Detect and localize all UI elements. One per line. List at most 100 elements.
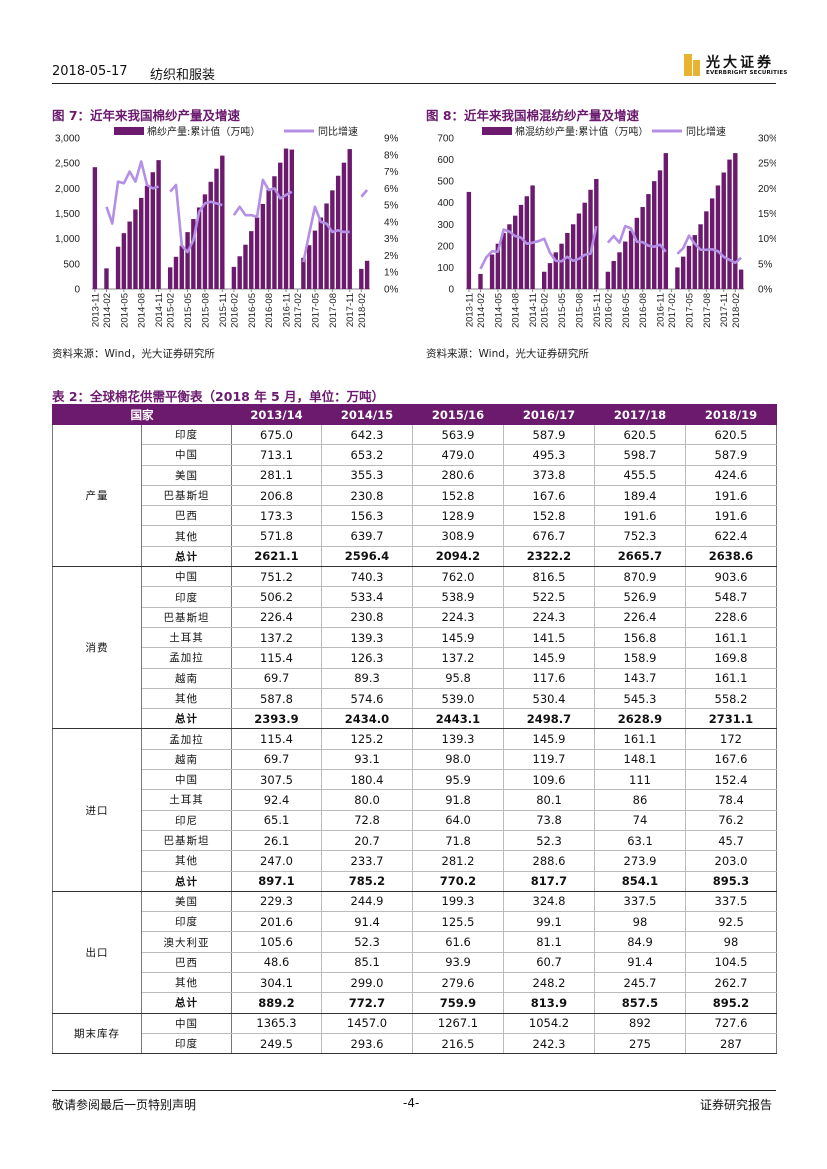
value-cell: 141.5: [503, 627, 595, 649]
y-left-tick-label: 1,000: [55, 234, 80, 245]
table-row: 中国 713.1 653.2 479.0 495.3 598.7 587.9: [53, 444, 777, 466]
value-cell: 95.9: [412, 769, 504, 791]
value-cell: 273.9: [594, 850, 686, 872]
page-number: -4-: [403, 1096, 420, 1110]
value-cell: 145.9: [503, 728, 595, 750]
y-left-tick-label: 400: [437, 198, 454, 209]
country-cell: 其他: [141, 972, 232, 994]
country-cell: 土耳其: [141, 627, 232, 649]
y-right-tick-label: 20%: [758, 184, 776, 195]
industry-name: 纺织和服装: [150, 68, 216, 83]
value-cell: 897.1: [231, 871, 322, 892]
value-cell: 675.0: [231, 424, 322, 446]
table-row: 总计 889.2 772.7 759.9 813.9 857.5 895.2: [53, 992, 777, 1014]
value-cell: 244.9: [321, 891, 413, 913]
bar: [733, 153, 738, 289]
country-cell: 总计: [141, 708, 232, 730]
category-cell: 进口: [52, 728, 142, 892]
bar: [330, 190, 335, 289]
country-cell: 越南: [141, 749, 232, 771]
value-cell: 642.3: [321, 424, 413, 446]
x-tick-label: 2015-11: [592, 293, 603, 327]
value-cell: 772.7: [321, 992, 413, 1014]
value-cell: 299.0: [321, 972, 413, 994]
value-cell: 92.5: [685, 911, 777, 933]
x-tick-label: 2017-08: [702, 293, 713, 328]
bar: [617, 252, 622, 289]
x-tick-label: 2018-02: [731, 293, 742, 328]
value-cell: 242.3: [503, 1033, 595, 1055]
value-cell: 1365.3: [231, 1013, 322, 1034]
value-cell: 78.4: [685, 789, 777, 811]
category-cell: 期末库存: [52, 1013, 142, 1055]
figure-8-source: 资料来源：Wind，光大证券研究所: [426, 348, 589, 360]
bar: [278, 162, 283, 289]
table-row: 印度 506.2 533.4 538.9 522.5 526.9 548.7: [53, 586, 777, 608]
value-cell: 180.4: [321, 769, 413, 791]
value-cell: 817.7: [503, 871, 595, 892]
y-right-tick-label: 6%: [384, 184, 399, 195]
value-cell: 72.8: [321, 810, 413, 831]
value-cell: 60.7: [503, 952, 595, 974]
table-row: 总计 2621.1 2596.4 2094.2 2322.2 2665.7 2638.6: [53, 546, 777, 568]
value-cell: 167.6: [685, 749, 777, 771]
value-cell: 813.9: [503, 992, 595, 1014]
x-tick-label: 2014-02: [102, 293, 113, 328]
bar: [553, 252, 558, 289]
bar: [127, 221, 132, 289]
value-cell: 152.8: [503, 505, 595, 527]
value-cell: 139.3: [412, 728, 504, 750]
value-cell: 479.0: [412, 444, 504, 466]
bar: [501, 232, 506, 289]
value-cell: 598.7: [594, 444, 686, 466]
x-tick-label: 2014-11: [528, 293, 539, 327]
y-right-tick-label: 0%: [758, 285, 773, 296]
table-row: 印尼 65.1 72.8 64.0 73.8 74 76.2: [53, 810, 777, 831]
table-row: 总计 2393.9 2434.0 2443.1 2498.7 2628.9 2731.1: [53, 708, 777, 730]
value-cell: 93.9: [412, 952, 504, 974]
bar: [115, 246, 121, 289]
bar: [364, 260, 370, 289]
x-tick-label: 2015-05: [557, 293, 568, 328]
x-tick-label: 2017-11: [719, 293, 730, 327]
value-cell: 533.4: [321, 586, 413, 608]
value-cell: 104.5: [685, 952, 777, 974]
table-row: 其他 587.8 574.6 539.0 530.4 545.3 558.2: [53, 688, 777, 710]
table-row: 土耳其 137.2 139.3 145.9 141.5 156.8 161.1: [53, 627, 777, 649]
value-cell: 2322.2: [503, 546, 595, 568]
value-cell: 158.9: [594, 647, 686, 669]
bar: [495, 243, 501, 289]
value-cell: 80.1: [503, 789, 595, 811]
value-cell: 52.3: [321, 931, 413, 953]
value-cell: 247.0: [231, 850, 322, 872]
y-right-tick-label: 0%: [384, 285, 399, 296]
value-cell: 125.5: [412, 911, 504, 933]
x-tick-label: 2017-02: [667, 293, 678, 328]
value-cell: 526.9: [594, 586, 686, 608]
y-left-tick-label: 600: [437, 155, 454, 166]
value-cell: 740.3: [321, 566, 413, 588]
bar: [611, 260, 616, 289]
value-cell: 854.1: [594, 871, 686, 892]
value-cell: 759.9: [412, 992, 504, 1014]
value-cell: 1267.1: [412, 1013, 504, 1034]
bar: [266, 189, 271, 289]
x-tick-label: 2015-02: [166, 293, 177, 328]
value-cell: 201.6: [231, 911, 322, 933]
report-type: 证券研究报告: [700, 1098, 773, 1112]
value-cell: 126.3: [321, 647, 413, 669]
legend-bar-label: 棉混纺纱产量:累计值（万吨）: [515, 125, 648, 138]
value-cell: 857.5: [594, 992, 686, 1014]
value-cell: 563.9: [412, 424, 504, 446]
y-left-tick-label: 0: [448, 285, 454, 296]
y-right-tick-label: 1%: [384, 268, 399, 279]
bar: [466, 191, 472, 289]
bar: [738, 269, 744, 289]
x-tick-label: 2017-05: [684, 293, 695, 328]
value-cell: 2665.7: [594, 546, 686, 568]
legend-bar-label: 棉纱产量:累计值（万吨）: [147, 125, 260, 138]
logo-text-cn: 光大证券: [706, 55, 774, 71]
y-left-tick-label: 2,000: [55, 184, 80, 195]
bar: [249, 231, 254, 289]
x-tick-label: 2016-02: [229, 293, 240, 328]
